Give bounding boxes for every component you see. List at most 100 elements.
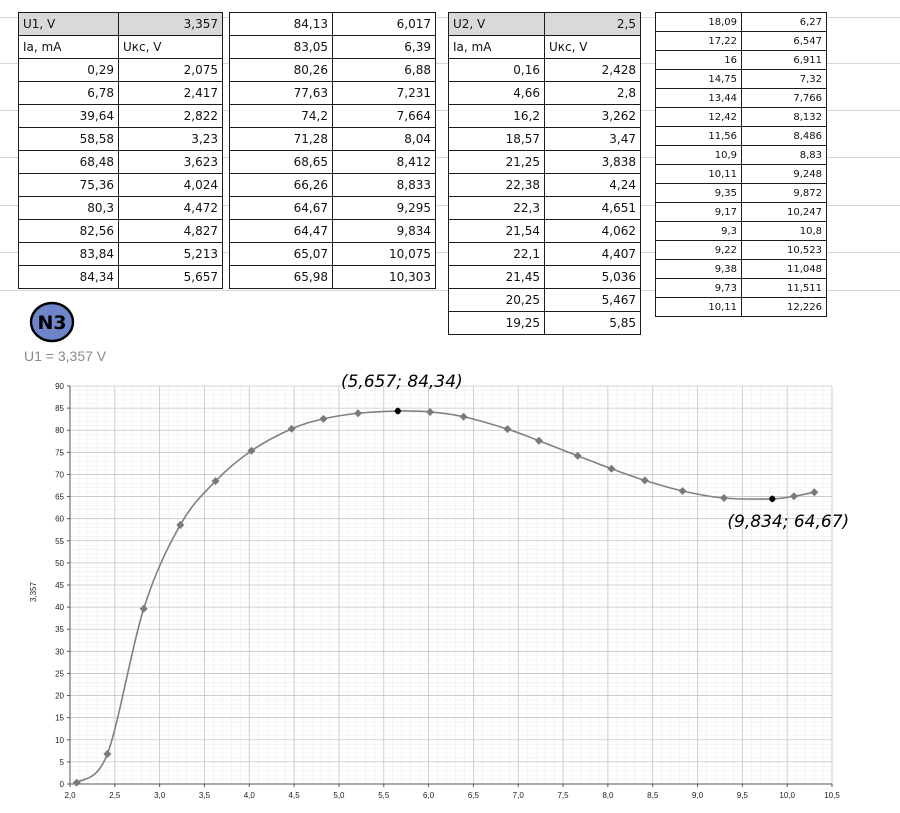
table-row: 64,67 9,295 xyxy=(229,196,436,220)
table-header-row: U1, V 3,357 xyxy=(18,12,223,36)
table-cell: 58,58 xyxy=(18,127,119,151)
table-cell: 14,75 xyxy=(655,69,742,89)
table-cell: 83,05 xyxy=(229,35,333,59)
table-row: 13,44 7,766 xyxy=(655,88,827,108)
table-row: 10,11 9,248 xyxy=(655,164,827,184)
table-cell: 65,98 xyxy=(229,265,333,289)
table-cell: 7,664 xyxy=(332,104,436,128)
table-cell: 68,65 xyxy=(229,150,333,174)
table-cell: 8,486 xyxy=(741,126,827,146)
table-row: 83,84 5,213 xyxy=(18,242,223,266)
data-point-marker xyxy=(103,750,112,759)
data-point-marker xyxy=(139,604,148,613)
table-cell: 9,295 xyxy=(332,196,436,220)
table-row: 74,2 7,664 xyxy=(229,104,436,128)
table-row: 80,26 6,88 xyxy=(229,58,436,82)
table-cell: 22,1 xyxy=(448,242,545,266)
table-row: 10,11 12,226 xyxy=(655,297,827,317)
table-cell: 71,28 xyxy=(229,127,333,151)
table-row: 9,35 9,872 xyxy=(655,183,827,203)
table-cell: 3,23 xyxy=(118,127,223,151)
table-cell: 83,84 xyxy=(18,242,119,266)
table-row: 9,73 11,511 xyxy=(655,278,827,298)
table-cell: 9,35 xyxy=(655,183,742,203)
data-point-marker xyxy=(640,476,649,485)
table-cell: 6,911 xyxy=(741,50,827,70)
x-tick-label: 7,5 xyxy=(557,791,569,800)
table-u2-continued: 18,09 6,27 17,22 6,547 16 6,911 14,75 7,32 1… xyxy=(655,12,827,317)
table-cell: 21,54 xyxy=(448,219,545,243)
data-point-marker xyxy=(354,409,363,418)
y-tick-label: 55 xyxy=(55,537,64,546)
table-cell: 11,511 xyxy=(741,278,827,298)
table-cell: 11,048 xyxy=(741,259,827,279)
table-row: 83,05 6,39 xyxy=(229,35,436,59)
y-tick-label: 60 xyxy=(55,515,64,524)
table-cell: 7,231 xyxy=(332,81,436,105)
table-cell: 8,04 xyxy=(332,127,436,151)
subheader-cell: Ia, mA xyxy=(448,35,545,59)
chart-background xyxy=(35,370,850,813)
y-tick-label: 20 xyxy=(55,692,64,701)
table-cell: 8,833 xyxy=(332,173,436,197)
table-row: 84,34 5,657 xyxy=(18,265,223,289)
table-row: 0,16 2,428 xyxy=(448,58,641,82)
x-tick-label: 9,5 xyxy=(737,791,749,800)
table-row: 20,25 5,467 xyxy=(448,288,641,312)
table-cell: 22,38 xyxy=(448,173,545,197)
table-cell: 10,523 xyxy=(741,240,827,260)
table-row: 64,47 9,834 xyxy=(229,219,436,243)
y-tick-label: 15 xyxy=(55,714,64,723)
table-cell: 8,132 xyxy=(741,107,827,127)
table-row: 65,07 10,075 xyxy=(229,242,436,266)
data-point-marker xyxy=(503,425,512,434)
table-cell: 4,827 xyxy=(118,219,223,243)
x-tick-label: 6,5 xyxy=(468,791,480,800)
data-point-marker xyxy=(287,424,296,433)
table-cell: 4,024 xyxy=(118,173,223,197)
table-cell: 10,11 xyxy=(655,297,742,317)
y-tick-label: 80 xyxy=(55,426,64,435)
table-row: 18,09 6,27 xyxy=(655,12,827,32)
y-tick-label: 65 xyxy=(55,493,64,502)
y-tick-label: 35 xyxy=(55,625,64,634)
table-row: 82,56 4,827 xyxy=(18,219,223,243)
data-point-marker xyxy=(678,486,687,495)
table-row: 80,3 4,472 xyxy=(18,196,223,220)
table-cell: 4,24 xyxy=(544,173,641,197)
table-cell: 6,27 xyxy=(741,12,827,32)
table-cell: 21,45 xyxy=(448,265,545,289)
y-tick-label: 85 xyxy=(55,404,64,413)
table-cell: 20,25 xyxy=(448,288,545,312)
table-cell: 2,822 xyxy=(118,104,223,128)
table-cell: 6,547 xyxy=(741,31,827,51)
table-row: 12,42 8,132 xyxy=(655,107,827,127)
table-cell: 8,83 xyxy=(741,145,827,165)
table-cell: 39,64 xyxy=(18,104,119,128)
annotation-dot xyxy=(394,408,401,415)
table-row: 16 6,911 xyxy=(655,50,827,70)
table-row: 77,63 7,231 xyxy=(229,81,436,105)
table-cell: 74,2 xyxy=(229,104,333,128)
y-tick-label: 5 xyxy=(60,758,65,767)
y-tick-label: 90 xyxy=(55,382,64,391)
subheader-cell: Uкс, V xyxy=(118,35,223,59)
line-chart: 2,0 2,5 3,0 3,5 4,0 4,5 5,0 5,5 6,0 6,5 7,0 7,5 8,0 8… xyxy=(29,370,850,813)
table-u1-continued: 84,13 6,017 83,05 6,39 80,26 6,88 77,63 7,23… xyxy=(229,12,436,289)
table-cell: 10,247 xyxy=(741,202,827,222)
table-u1: U1, V 3,357 Ia, mA Uкс, V 0,29 2,075 6,78… xyxy=(18,12,223,289)
table-row: 66,26 8,833 xyxy=(229,173,436,197)
x-tick-label: 7,0 xyxy=(513,791,525,800)
y-axis-label: 3,357 xyxy=(29,581,38,602)
data-point-marker xyxy=(459,412,468,421)
table-cell: 5,036 xyxy=(544,265,641,289)
table-row: 9,22 10,523 xyxy=(655,240,827,260)
table-u2: U2, V 2,5 Ia, mA Uкс, V 0,16 2,428 4,66 2,… xyxy=(448,12,641,335)
x-tick-label: 10,0 xyxy=(779,791,795,800)
x-tick-label: 5,5 xyxy=(378,791,390,800)
y-tick-label: 30 xyxy=(55,647,64,656)
table-row: 58,58 3,23 xyxy=(18,127,223,151)
y-tick-label: 70 xyxy=(55,470,64,479)
data-point-marker xyxy=(810,488,819,497)
table-cell: 4,062 xyxy=(544,219,641,243)
